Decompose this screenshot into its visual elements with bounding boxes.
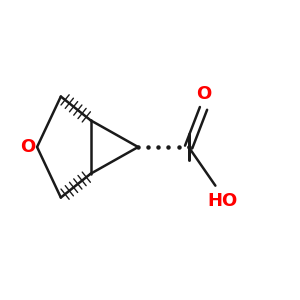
Text: HO: HO <box>208 191 238 209</box>
Text: O: O <box>196 85 211 103</box>
Text: O: O <box>20 138 36 156</box>
